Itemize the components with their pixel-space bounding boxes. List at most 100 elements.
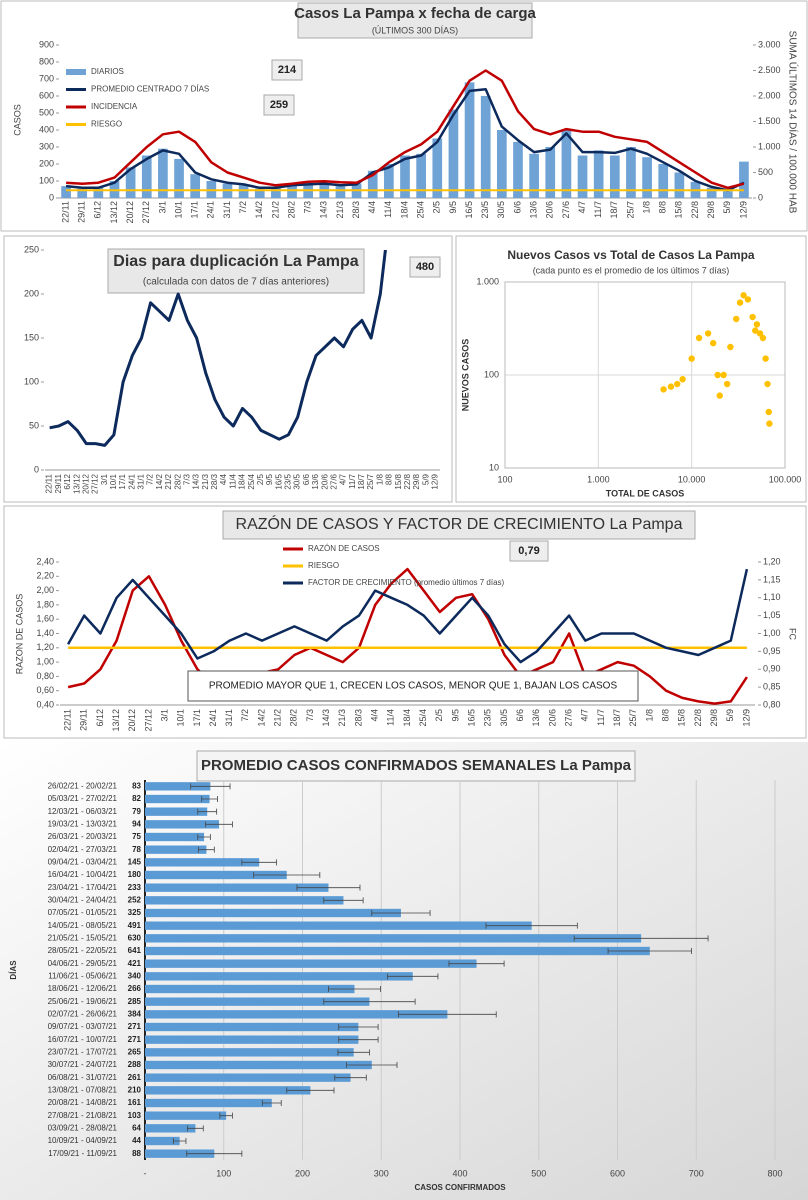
bar	[174, 158, 184, 198]
y-tick-label: 0,95	[763, 646, 781, 656]
y-tick-label: 0,60	[36, 685, 54, 695]
value-label: 145	[128, 857, 142, 866]
value-label: 79	[132, 807, 141, 816]
chart-title: Dias para duplicación La Pampa	[113, 253, 359, 270]
x-tick-label: 6/12	[63, 473, 72, 489]
x-tick-label: 18/4	[402, 709, 412, 727]
value-label: 641	[128, 946, 142, 955]
x-tick-label: 27/6	[564, 709, 574, 727]
bar	[238, 185, 249, 198]
y-tick-label: 1,10	[763, 592, 781, 602]
x-tick-label: 30/5	[499, 709, 509, 727]
y-tick-label: 700	[39, 73, 54, 83]
y-tick-label: 1.500	[758, 116, 781, 126]
y-tick-label: 09/04/21 - 03/04/21	[48, 857, 118, 866]
x-tick-label: 21/3	[337, 709, 347, 727]
x-tick-label: 28/3	[351, 201, 361, 219]
x-tick-label: 22/8	[403, 473, 412, 489]
value-label: 325	[128, 908, 142, 917]
y-tick-label: 16/07/21 - 10/07/21	[48, 1035, 118, 1044]
x-tick-label: 25/7	[366, 473, 375, 489]
error-bar	[219, 1112, 233, 1119]
x-tick-label: 100.000	[769, 474, 802, 484]
value-label: 88	[132, 1149, 141, 1158]
error-bar	[241, 859, 277, 866]
bar	[145, 820, 220, 829]
bar	[529, 153, 539, 198]
x-tick-label: 18/7	[609, 201, 619, 219]
point	[756, 330, 764, 337]
x-tick-label: 24/1	[208, 709, 218, 727]
bar	[722, 191, 733, 198]
x-tick-label: 10/1	[176, 709, 186, 727]
x-tick-label: 11/7	[596, 709, 606, 726]
bar	[125, 167, 136, 198]
bar	[367, 170, 378, 198]
x-tick-label: 25/7	[625, 201, 635, 219]
y-tick-label: 30/07/21 - 24/07/21	[48, 1060, 118, 1069]
point	[740, 292, 747, 299]
panel	[3, 505, 807, 739]
y-tick-label: 26/02/21 - 20/02/21	[48, 781, 118, 790]
point	[759, 334, 767, 342]
line-series	[67, 567, 748, 705]
value-label: 64	[132, 1123, 141, 1132]
x-tick-label: 14/2	[254, 201, 264, 219]
annotation: 480	[416, 261, 434, 273]
value-label: 94	[132, 819, 141, 828]
point	[688, 355, 695, 362]
error-bar	[346, 1062, 398, 1068]
y-tick-label: 14/05/21 - 08/05/21	[48, 921, 118, 930]
value-label: 82	[132, 794, 141, 803]
y-tick-label: 12/03/21 - 06/03/21	[48, 807, 118, 816]
bar	[577, 155, 588, 198]
bar	[561, 130, 572, 198]
bar	[593, 150, 604, 198]
x-tick-label: 8/8	[658, 201, 668, 214]
bar	[145, 870, 287, 880]
x-tick-label: 3/1	[159, 709, 169, 722]
y-tick-label: 27/08/21 - 21/08/21	[48, 1111, 118, 1120]
x-tick-label: 20/12	[81, 473, 90, 494]
bar	[739, 161, 749, 198]
y-tick-label: 06/08/21 - 31/07/21	[48, 1073, 118, 1082]
x-tick-label: 21/2	[270, 201, 280, 219]
x-tick-label: 16/5	[274, 473, 283, 489]
plot-frame	[504, 281, 786, 469]
y-tick-label: 1.000	[476, 276, 499, 286]
point	[749, 313, 756, 321]
error-bar	[334, 1074, 367, 1081]
x-tick-label: 17/1	[192, 709, 202, 727]
bar	[145, 896, 344, 905]
x-tick-label: 17/1	[118, 473, 127, 489]
x-tick-label: 6/6	[515, 709, 525, 722]
bar	[145, 1098, 272, 1108]
point	[714, 371, 721, 379]
y-tick-label: 500	[39, 107, 54, 117]
point	[695, 334, 703, 342]
x-tick-label: 29/8	[412, 473, 421, 489]
x-tick-label: 5/9	[725, 709, 735, 722]
error-bar	[190, 783, 231, 790]
y-tick-label: 50	[29, 420, 39, 430]
annotation: 0,79	[518, 545, 539, 557]
y-tick-label: 3.000	[758, 39, 781, 49]
bar	[145, 794, 210, 804]
x-tick-label: 30/5	[293, 473, 302, 489]
error-bar	[198, 846, 215, 853]
bar	[145, 1073, 351, 1082]
legend-label: FACTOR DE CRECIMIENTO (promedio últimos …	[308, 578, 505, 587]
error-bar	[186, 1150, 243, 1157]
point	[752, 327, 759, 334]
x-tick-label: 3/1	[157, 201, 167, 214]
chart-title: PROMEDIO CASOS CONFIRMADOS SEMANALES La …	[201, 757, 632, 774]
annotation-box	[271, 59, 303, 81]
point	[736, 299, 744, 306]
legend-label: INCIDENCIA	[91, 102, 138, 111]
point	[765, 408, 772, 416]
x-tick-label: 300	[374, 1168, 389, 1178]
x-tick-label: 20/12	[125, 201, 135, 224]
y-tick-label: 10	[489, 462, 499, 472]
bar	[141, 155, 152, 198]
y-tick-label: 11/06/21 - 05/06/21	[48, 971, 117, 980]
